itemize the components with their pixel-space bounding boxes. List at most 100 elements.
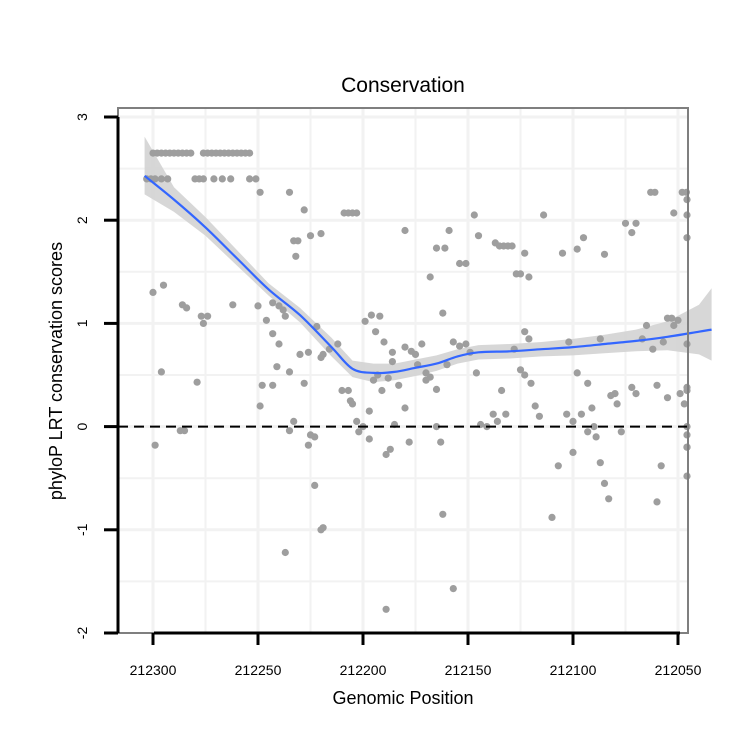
data-point — [262, 316, 270, 324]
data-point — [605, 495, 613, 503]
data-point — [281, 312, 289, 320]
data-point — [462, 340, 470, 348]
data-point — [365, 435, 373, 443]
data-point — [382, 605, 390, 613]
data-point — [285, 188, 294, 196]
data-point — [151, 441, 159, 449]
data-point — [275, 340, 283, 348]
data-point — [269, 299, 277, 307]
data-point — [411, 350, 420, 358]
confidence-band — [144, 136, 712, 383]
y-tick-label: 0 — [74, 422, 90, 430]
data-point — [651, 188, 659, 196]
data-point — [432, 423, 441, 431]
data-point — [199, 319, 207, 327]
data-point — [285, 368, 294, 376]
data-point — [592, 433, 600, 441]
data-point — [426, 273, 434, 281]
data-points — [143, 149, 691, 613]
data-point — [445, 226, 453, 235]
data-point — [159, 281, 168, 289]
data-point — [439, 510, 447, 518]
data-point — [401, 343, 409, 351]
data-point — [674, 316, 682, 324]
data-point — [588, 404, 596, 412]
y-tick-label: -1 — [74, 523, 90, 536]
data-point — [456, 342, 464, 350]
data-point — [367, 311, 375, 319]
data-point — [663, 394, 672, 402]
data-point — [180, 427, 189, 435]
data-point — [311, 481, 319, 489]
data-point — [353, 209, 361, 217]
data-point — [353, 417, 361, 425]
data-point — [256, 402, 264, 410]
data-point — [670, 321, 678, 330]
data-point — [273, 363, 281, 371]
data-point — [304, 348, 312, 356]
y-tick-label: 3 — [74, 113, 90, 121]
data-point — [401, 226, 409, 235]
data-point — [443, 361, 451, 369]
data-point — [317, 353, 325, 362]
y-tick-label: 1 — [74, 319, 90, 327]
data-point — [470, 211, 478, 219]
data-point — [355, 428, 363, 436]
data-point — [210, 175, 218, 183]
data-point — [563, 410, 571, 418]
data-point — [508, 242, 516, 250]
data-point — [401, 404, 409, 412]
data-point — [269, 381, 277, 389]
data-point — [577, 410, 586, 418]
data-point — [388, 348, 396, 356]
data-point — [569, 448, 577, 456]
data-point — [493, 417, 501, 425]
data-point — [527, 379, 535, 387]
data-point — [204, 312, 212, 320]
data-point — [474, 232, 483, 240]
data-point — [281, 548, 289, 557]
data-point — [525, 335, 533, 343]
data-point — [317, 230, 325, 238]
data-point — [521, 328, 529, 336]
grid — [118, 108, 688, 633]
data-point — [199, 175, 207, 183]
data-point — [290, 417, 298, 425]
data-point — [313, 322, 321, 331]
confidence-band-area — [144, 136, 712, 383]
data-point — [256, 188, 264, 196]
data-point — [617, 428, 625, 436]
data-point — [642, 321, 651, 330]
data-point — [653, 381, 661, 389]
data-point — [449, 338, 457, 346]
data-point — [183, 304, 191, 312]
data-point — [668, 314, 676, 322]
data-point — [187, 149, 195, 157]
data-point — [632, 219, 640, 227]
data-point — [338, 386, 346, 395]
data-point — [229, 301, 237, 309]
data-point — [376, 312, 384, 320]
data-point — [462, 259, 470, 268]
y-tick-label: 2 — [74, 216, 90, 224]
data-point — [294, 237, 302, 245]
data-point — [554, 462, 562, 470]
data-point — [590, 423, 598, 431]
data-point — [573, 369, 581, 377]
data-point — [285, 427, 294, 435]
data-point — [584, 428, 592, 436]
data-point — [516, 270, 525, 278]
data-point — [670, 209, 678, 217]
x-tick-label: 212200 — [340, 662, 387, 678]
data-point — [540, 211, 548, 219]
data-point — [558, 249, 567, 257]
data-point — [628, 383, 636, 391]
data-point — [676, 390, 684, 398]
data-point — [378, 386, 386, 395]
data-point — [405, 438, 413, 446]
data-point — [489, 410, 497, 418]
data-point — [157, 368, 165, 376]
data-point — [361, 317, 369, 325]
data-point — [521, 249, 529, 257]
